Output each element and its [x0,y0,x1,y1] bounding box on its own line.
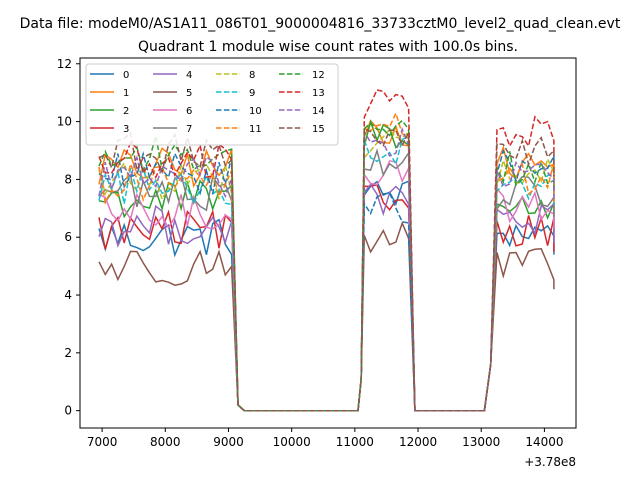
y-tick-label: 4 [64,288,72,302]
x-tick-label: 10000 [273,435,311,449]
x-tick-label: 14000 [525,435,563,449]
legend-label-5: 5 [186,88,192,99]
legend-label-15: 15 [312,124,325,135]
series-line-11 [98,111,555,412]
x-tick-label: 8000 [150,435,181,449]
legend-label-3: 3 [123,124,129,135]
y-tick-label: 8 [64,172,72,186]
series-line-8 [98,128,555,412]
x-tick-label: 11000 [336,435,374,449]
legend-label-11: 11 [249,124,262,135]
legend-label-13: 13 [312,88,325,99]
series-line-14 [98,127,555,412]
x-tick-label: 12000 [399,435,437,449]
legend-label-7: 7 [186,124,192,135]
series-line-4 [98,183,555,412]
legend-label-0: 0 [123,70,129,81]
legend-label-4: 4 [186,70,192,81]
y-tick-label: 0 [64,404,72,418]
y-tick-label: 6 [64,230,72,244]
legend-label-1: 1 [123,88,129,99]
series-line-1 [98,119,555,412]
plot-frame [79,57,577,429]
legend-box [85,63,339,146]
y-tick-label: 2 [64,346,72,360]
x-tick-label: 9000 [213,435,244,449]
axes-layer: 7000 8000 9000 10000 11000 12000 13000 14000 0 2 4… [57,57,564,449]
legend-label-10: 10 [249,106,262,117]
series-line-2 [98,119,555,412]
legend-label-14: 14 [312,106,325,117]
legend-label-12: 12 [312,70,325,81]
x-offset-label: +3.78e8 [524,455,576,469]
figure-suptitle: Data file: modeM0/AS1A11_086T01_90000048… [20,16,621,32]
legend-label-8: 8 [249,70,255,81]
series-line-15 [98,127,555,412]
series-line-3 [98,183,555,412]
chart-title: Quadrant 1 module wise count rates with … [138,39,518,55]
legend-label-9: 9 [249,88,255,99]
series-line-5 [98,220,555,412]
x-tick-label: 13000 [462,435,500,449]
y-tick-label: 10 [57,115,72,129]
series-line-12 [98,119,555,412]
x-tick-label: 7000 [87,435,118,449]
legend-label-2: 2 [123,106,129,117]
legend-label-6: 6 [186,106,192,117]
y-tick-label: 12 [57,57,72,71]
